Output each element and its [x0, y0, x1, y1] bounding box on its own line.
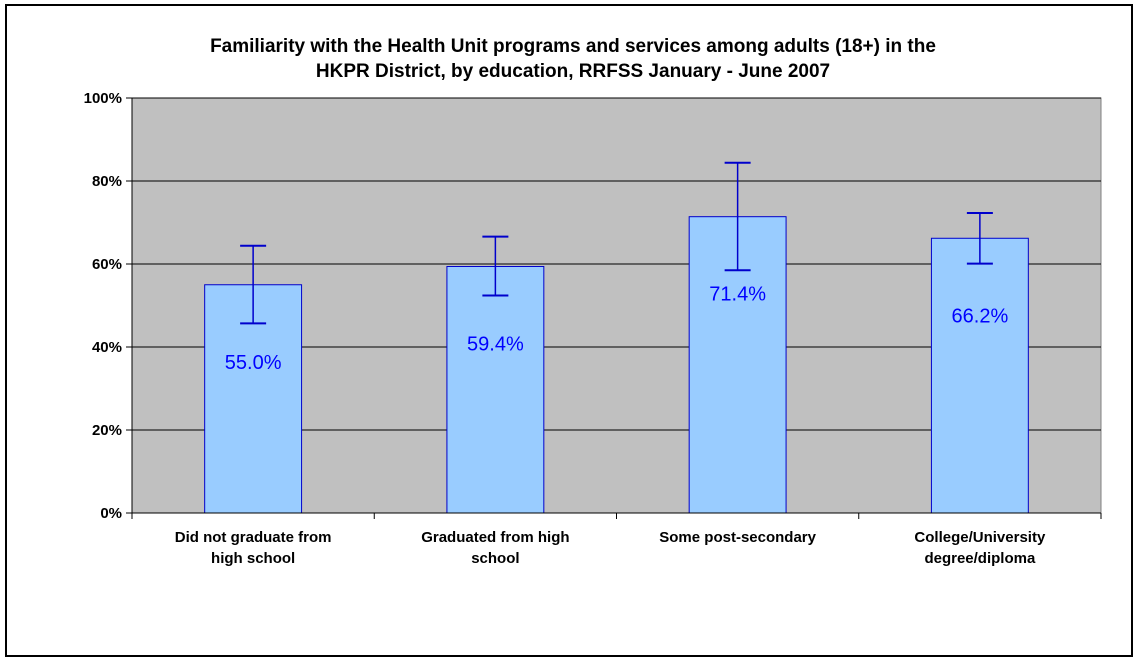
data-label: 66.2% — [952, 305, 1009, 327]
chart-frame: Familiarity with the Health Unit program… — [5, 4, 1133, 657]
bar — [446, 265, 545, 514]
chart-title-line: HKPR District, by education, RRFSS Janua… — [316, 61, 830, 82]
x-category-label: Did not graduate from high school — [175, 529, 332, 567]
data-label: 59.4% — [467, 333, 524, 355]
x-category-label: Some post-secondary — [659, 529, 816, 546]
bar — [930, 237, 1029, 514]
chart-title: Familiarity with the Health Unit program… — [210, 36, 936, 82]
x-category-label: Graduated from high school — [421, 529, 569, 567]
bar-chart: Familiarity with the Health Unit program… — [84, 36, 1102, 567]
data-label: 55.0% — [225, 352, 282, 374]
error-bars — [240, 161, 993, 325]
x-axis: Did not graduate from high school Graduate… — [131, 512, 1102, 567]
data-labels: 55.0% 59.4% 71.4% 66.2% — [225, 284, 1009, 374]
y-axis: 0% 20% 40% 60% 80% 100% — [84, 90, 133, 522]
bars — [204, 216, 1029, 514]
chart-title-line: Familiarity with the Health Unit program… — [210, 36, 936, 57]
x-category-label: College/University degree/diploma — [914, 529, 1046, 567]
y-tick-label: 0% — [100, 505, 122, 522]
y-tick-label: 40% — [92, 339, 122, 356]
y-tick-label: 80% — [92, 173, 122, 190]
y-tick-label: 100% — [84, 90, 122, 107]
y-tick-label: 60% — [92, 256, 122, 273]
y-tick-label: 20% — [92, 422, 122, 439]
data-label: 71.4% — [709, 284, 766, 306]
